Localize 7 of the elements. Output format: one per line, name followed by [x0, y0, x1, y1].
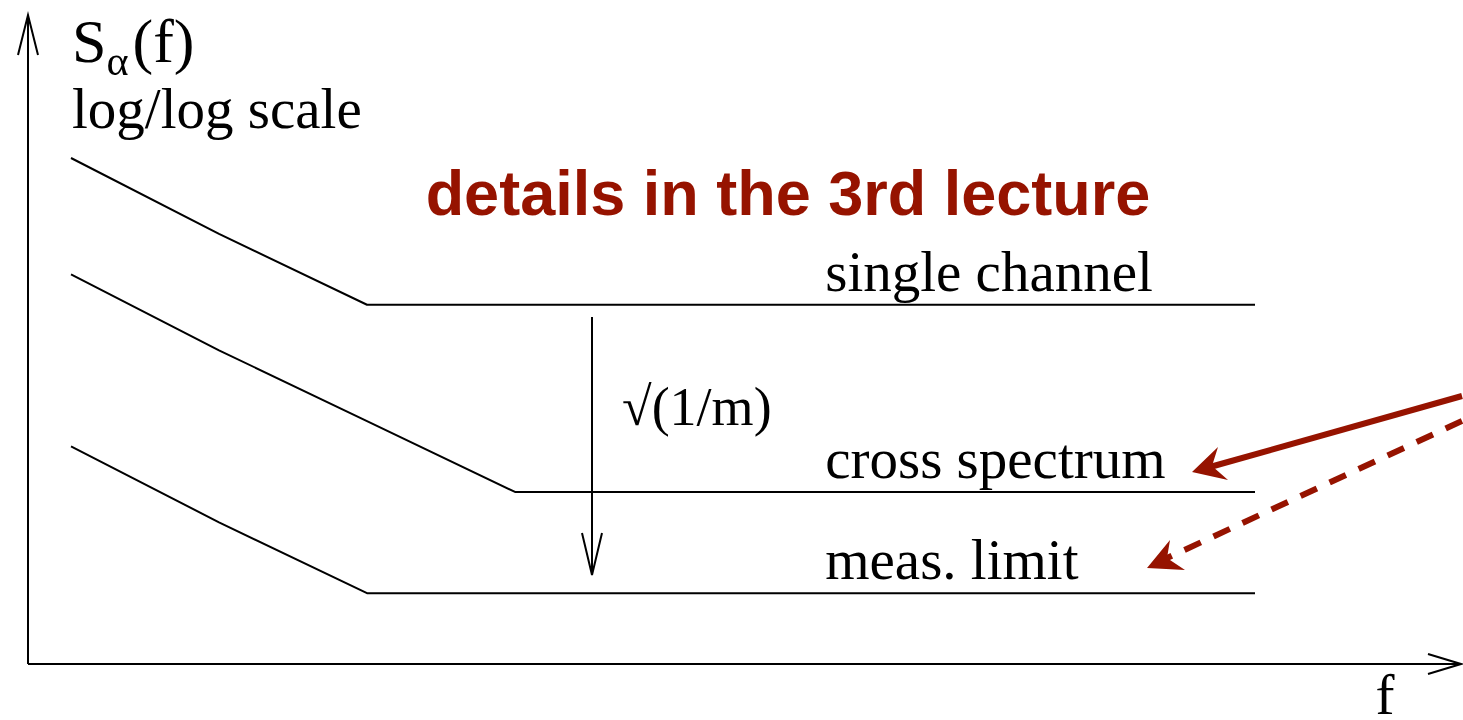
x-axis-title: f [1375, 663, 1395, 720]
annotation: √(1/m) [622, 377, 772, 437]
chart-title: details in the 3rd lecture [425, 158, 1151, 228]
series-label: meas. limit [825, 528, 1079, 592]
text: log/log scale [72, 77, 362, 140]
series-label: cross spectrum [825, 426, 1166, 490]
series-label: single channel [825, 239, 1153, 303]
